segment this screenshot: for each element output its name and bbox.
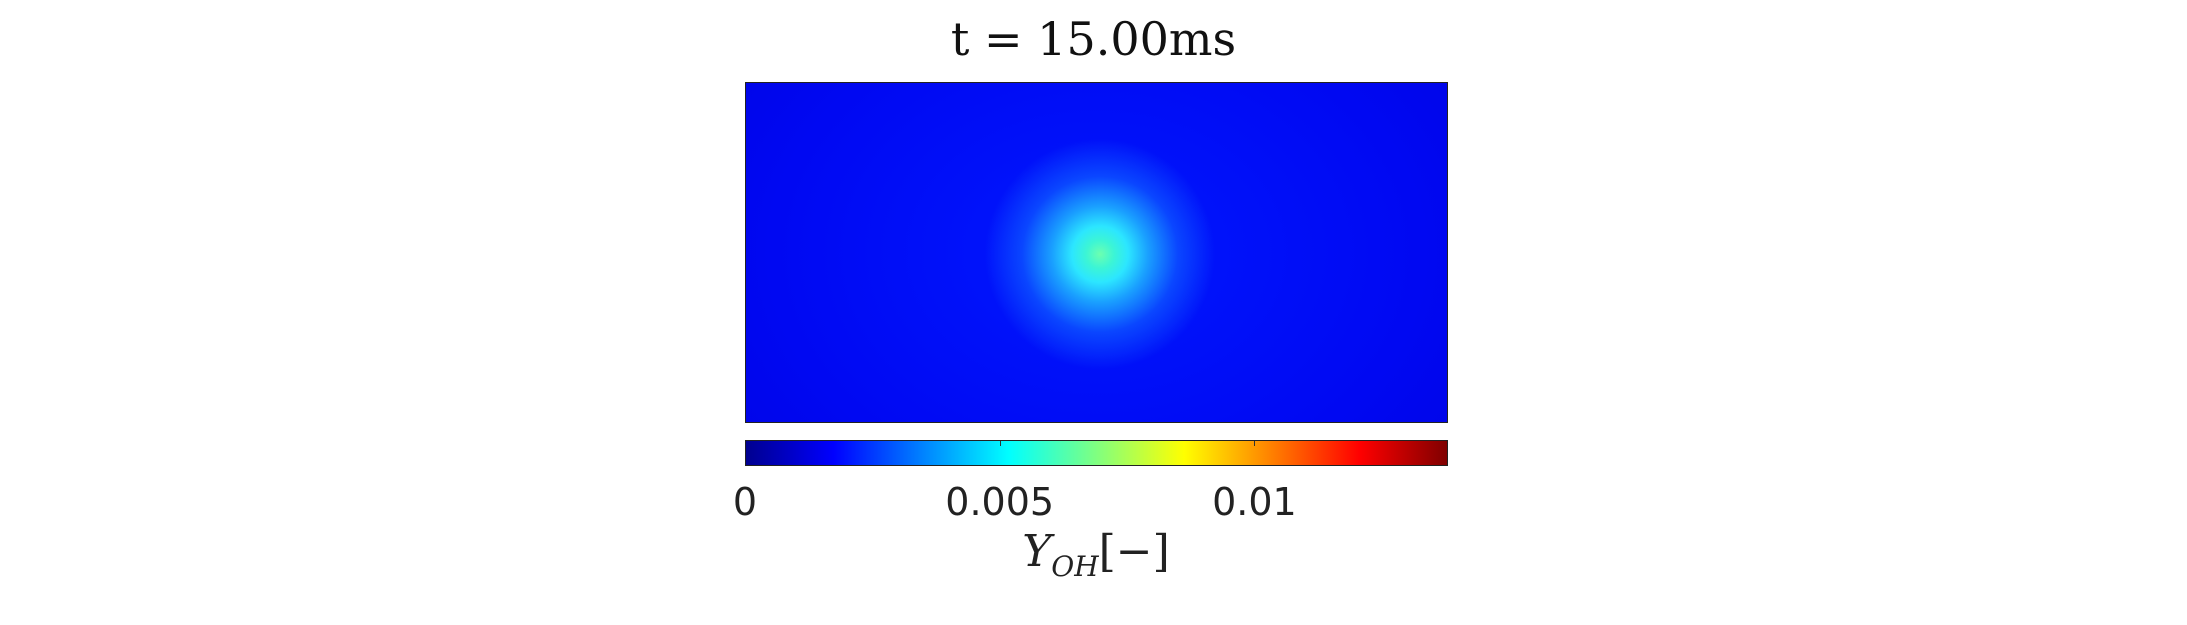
- colorbar-label-symbol: Y: [1022, 526, 1052, 577]
- chart-title: t = 15.00ms: [950, 12, 1237, 66]
- colorbar: [745, 440, 1448, 466]
- colorbar-label-subscript: OH: [1051, 549, 1099, 583]
- colorbar-label-unit: [−]: [1098, 526, 1170, 577]
- colorbar-label: YOH[−]: [1022, 526, 1170, 583]
- colorbar-tick-label: 0.005: [945, 480, 1055, 524]
- colorbar-tick-label: 0: [732, 480, 758, 524]
- colorbar-tick: [1254, 441, 1256, 446]
- colorbar-tick: [999, 441, 1001, 446]
- colorbar-tick-label: 0.01: [1212, 480, 1297, 524]
- heatmap-field: [745, 82, 1448, 423]
